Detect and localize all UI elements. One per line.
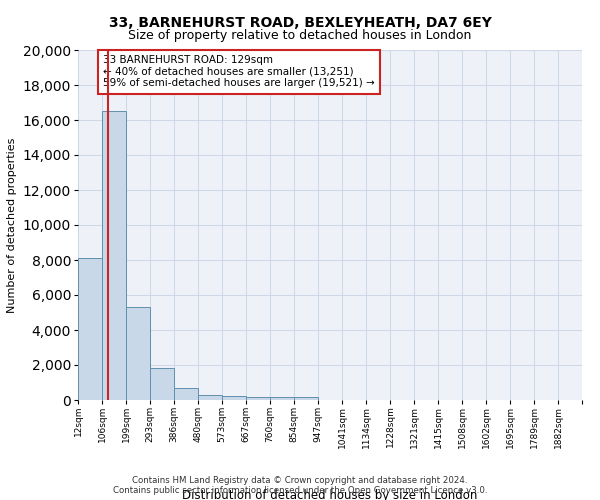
Text: 33 BARNEHURST ROAD: 129sqm
← 40% of detached houses are smaller (13,251)
59% of : 33 BARNEHURST ROAD: 129sqm ← 40% of deta… [103,56,375,88]
Bar [150,368,174,400]
Text: 33, BARNEHURST ROAD, BEXLEYHEATH, DA7 6EY: 33, BARNEHURST ROAD, BEXLEYHEATH, DA7 6E… [109,16,491,30]
X-axis label: Distribution of detached houses by size in London: Distribution of detached houses by size … [182,490,478,500]
Bar [294,398,318,400]
Bar [102,112,126,400]
Bar [78,258,102,400]
Bar [222,396,246,400]
Bar [198,394,222,400]
Bar [246,396,270,400]
Text: Contains HM Land Registry data © Crown copyright and database right 2024.
Contai: Contains HM Land Registry data © Crown c… [113,476,487,495]
Text: Size of property relative to detached houses in London: Size of property relative to detached ho… [128,29,472,42]
Bar [270,397,294,400]
Y-axis label: Number of detached properties: Number of detached properties [7,138,17,312]
Bar [126,307,150,400]
Bar [174,388,198,400]
